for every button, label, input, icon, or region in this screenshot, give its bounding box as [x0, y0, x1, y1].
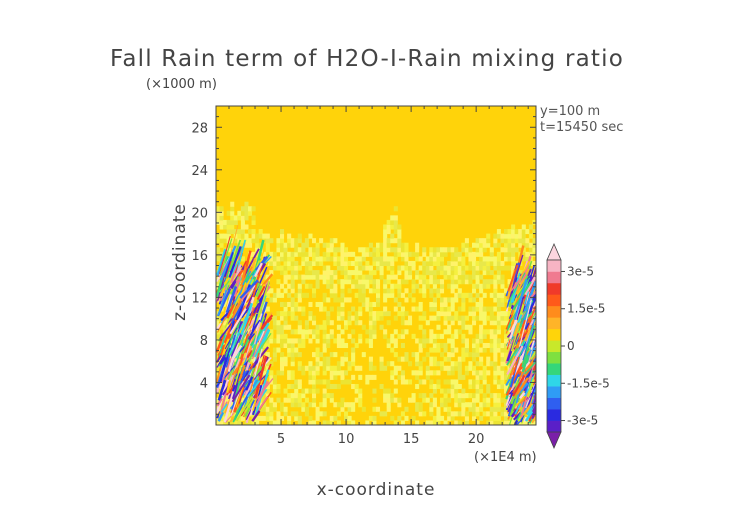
colorbar-segment [547, 374, 561, 387]
colorbar-segment [547, 282, 561, 295]
colorbar-segment [547, 317, 561, 330]
y-tick-label-4: 4 [200, 376, 208, 391]
y-tick-label-16: 16 [191, 249, 208, 264]
x-tick-label-10: 10 [338, 432, 355, 447]
x-axis-unit: (×1E4 m) [474, 450, 537, 465]
colorbar-label: -3e-5 [567, 414, 598, 428]
x-tick-label-5: 5 [277, 432, 285, 447]
colorbar-label: 3e-5 [567, 264, 594, 278]
colorbar-segment [547, 351, 561, 364]
x-axis-label: x-coordinate [316, 480, 436, 500]
x-tick-label-20: 20 [468, 432, 485, 447]
colorbar-segment [547, 260, 561, 272]
annotation-time: t=15450 sec [540, 120, 624, 135]
heatmap-field [216, 201, 536, 425]
colorbar-segment [547, 340, 561, 353]
y-tick-label-8: 8 [200, 334, 208, 349]
y-tick-label-28: 28 [191, 121, 208, 136]
colorbar-label: 1.5e-5 [567, 302, 605, 316]
x-tick-label-15: 15 [403, 432, 420, 447]
chart-title: Fall Rain term of H2O-I-Rain mixing rati… [110, 46, 624, 72]
colorbar-label: -1.5e-5 [567, 376, 610, 390]
colorbar-max-triangle [546, 243, 562, 261]
colorbar-label: 0 [567, 339, 575, 353]
colorbar-min-triangle [546, 431, 562, 449]
colorbar-segment [547, 409, 561, 421]
colorbar-segment [547, 294, 561, 307]
y-tick-label-20: 20 [191, 206, 208, 221]
colorbar-segment [547, 271, 561, 284]
annotation-y: y=100 m [540, 104, 601, 119]
colorbar-segment [547, 420, 561, 433]
colorbar-segment [547, 328, 561, 341]
colorbar-segment [547, 363, 561, 375]
colorbar-segment [547, 305, 561, 318]
colorbar-segment [547, 397, 561, 410]
y-tick-label-12: 12 [191, 291, 208, 306]
colorbar-segment [547, 386, 561, 398]
y-tick-label-24: 24 [191, 164, 208, 179]
y-axis-unit: (×1000 m) [146, 77, 217, 92]
